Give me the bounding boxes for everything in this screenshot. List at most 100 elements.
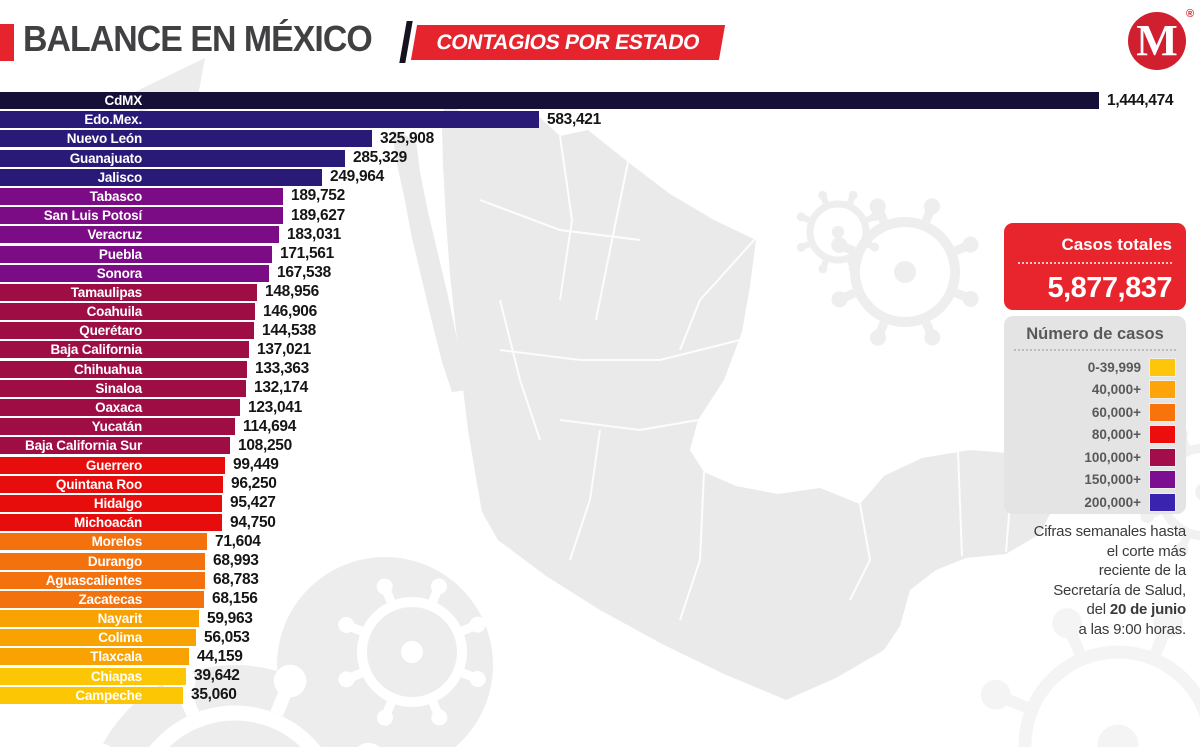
state-value: 285,329	[353, 149, 407, 167]
bar-row: Edo.Mex. 583,421	[0, 110, 1173, 129]
state-label: Puebla	[98, 246, 142, 262]
legend-color-swatch	[1149, 470, 1176, 490]
legend-item: 0-39,999	[1014, 356, 1176, 379]
bar-row: Nayarit 59,963	[0, 609, 1173, 628]
map-baja	[392, 130, 468, 392]
state-label: Guanajuato	[69, 150, 142, 166]
state-label: Zacatecas	[78, 591, 143, 607]
state-value: 35,060	[191, 686, 237, 704]
bar-row: Durango 68,993	[0, 552, 1173, 570]
registered-mark: ®	[1186, 8, 1195, 20]
state-bar: Aguascalientes	[0, 571, 205, 589]
state-value: 325,908	[380, 129, 434, 147]
state-label: Michoacán	[74, 515, 142, 531]
map-mainland	[442, 104, 1056, 700]
bar-row: Hidalgo 95,427	[0, 494, 1173, 512]
bar-row: Tlaxcala 44,159	[0, 648, 1173, 666]
state-bar: Edo.Mex.	[0, 111, 539, 129]
state-label: Sinaloa	[95, 380, 142, 396]
source-note-line: reciente de la	[1098, 562, 1186, 579]
state-bar: Sonora	[0, 264, 269, 282]
bar-row: Baja California 137,021	[0, 341, 1173, 359]
virus-icon	[338, 578, 486, 726]
state-bar: Tlaxcala	[0, 648, 189, 666]
state-value: 144,538	[262, 321, 316, 339]
state-label: San Luis Potosí	[43, 208, 142, 224]
state-value: 583,421	[547, 110, 601, 128]
legend-panel: Número de casos 0-39,999 40,000+ 60,000+ 80…	[1004, 316, 1186, 514]
legend-item: 60,000+	[1014, 401, 1176, 424]
bar-chart: CdMX 1,444,474 Edo.Mex. 583,421 Nuevo León 32…	[0, 91, 1174, 704]
bar-row: CdMX 1,444,474	[0, 91, 1174, 109]
bar-row: Baja California Sur 108,250	[0, 436, 1173, 455]
state-bar: Zacatecas	[0, 590, 204, 608]
state-value: 171,561	[280, 245, 334, 262]
state-bar: Morelos	[0, 533, 207, 551]
virus-icon	[796, 190, 880, 274]
state-bar: Colima	[0, 629, 196, 647]
total-cases-value: 5,877,837	[1047, 272, 1172, 304]
header: BALANCE EN MÉXICO CONTAGIOS POR ESTADO M…	[0, 0, 1200, 78]
legend-item: 200,000+	[1014, 491, 1176, 514]
state-value: 132,174	[254, 379, 308, 397]
state-label: Aguascalientes	[45, 572, 142, 588]
bar-row: Campeche 35,060	[0, 686, 1173, 704]
bar-row: Chihuahua 133,363	[0, 360, 1173, 378]
state-value: 68,156	[212, 590, 258, 608]
legend-item-label: 150,000+	[1084, 472, 1141, 488]
state-value: 108,250	[238, 436, 292, 454]
state-label: Edo.Mex.	[84, 112, 142, 128]
state-bar: Chiapas	[0, 667, 186, 685]
state-value: 123,041	[248, 398, 302, 416]
bar-row: Quintana Roo 96,250	[0, 475, 1173, 493]
state-bar: Baja California Sur	[0, 437, 230, 455]
bar-row: Aguascalientes 68,783	[0, 571, 1173, 589]
bar-row: Nuevo León 325,908	[0, 129, 1173, 148]
state-bar: Tabasco	[0, 187, 283, 205]
bar-row: Yucatán 114,694	[0, 418, 1173, 436]
state-bar: Baja California	[0, 341, 249, 359]
state-label: Nuevo León	[66, 131, 142, 147]
state-bar: Quintana Roo	[0, 475, 223, 493]
legend-color-swatch	[1149, 357, 1176, 377]
state-label: Chihuahua	[74, 361, 142, 377]
bar-row: Sinaloa 132,174	[0, 379, 1173, 397]
bar-row: Guerrero 99,449	[0, 456, 1173, 474]
legend-color-swatch	[1149, 380, 1176, 400]
state-value: 68,993	[213, 552, 259, 569]
state-bar: CdMX	[0, 92, 1099, 109]
state-bar: Oaxaca	[0, 399, 240, 416]
state-value: 249,964	[330, 168, 384, 186]
title-regular: BALANCE EN	[23, 18, 244, 59]
state-bar: Yucatán	[0, 418, 235, 436]
legend-item: 100,000+	[1014, 446, 1176, 469]
bar-row: Michoacán 94,750	[0, 514, 1173, 532]
legend-color-swatch	[1149, 447, 1176, 467]
bar-row: Coahuila 146,906	[0, 302, 1173, 321]
bar-row: Tamaulipas 148,956	[0, 283, 1173, 301]
subtitle-ribbon: CONTAGIOS POR ESTADO	[410, 25, 726, 60]
state-value: 1,444,474	[1107, 91, 1174, 109]
state-value: 99,449	[233, 456, 279, 474]
legend-rows: 0-39,999 40,000+ 60,000+ 80,000+ 100,000+ 150…	[1014, 356, 1176, 514]
state-bar: Tamaulipas	[0, 283, 257, 301]
state-label: Durango	[87, 553, 142, 569]
state-label: Campeche	[75, 687, 142, 703]
bar-row: Sonora 167,538	[0, 264, 1173, 282]
total-cases-card: Casos totales 5,877,837	[1004, 223, 1186, 310]
bar-row: Zacatecas 68,156	[0, 590, 1173, 608]
milenio-logo-letter: M	[1136, 16, 1178, 65]
state-value: 167,538	[277, 264, 331, 282]
state-bar: Michoacán	[0, 514, 222, 532]
bar-row: Guanajuato 285,329	[0, 149, 1173, 167]
state-value: 146,906	[263, 302, 317, 320]
legend-title: Número de casos	[1026, 325, 1164, 343]
state-value: 71,604	[215, 532, 261, 550]
state-bar: Durango	[0, 552, 205, 570]
state-label: Chiapas	[90, 668, 142, 684]
state-label: Querétaro	[79, 323, 142, 339]
title-bold: MÉXICO	[243, 18, 373, 59]
state-value: 59,963	[207, 609, 253, 627]
state-value: 133,363	[255, 360, 309, 378]
state-label: Veracruz	[87, 227, 142, 243]
